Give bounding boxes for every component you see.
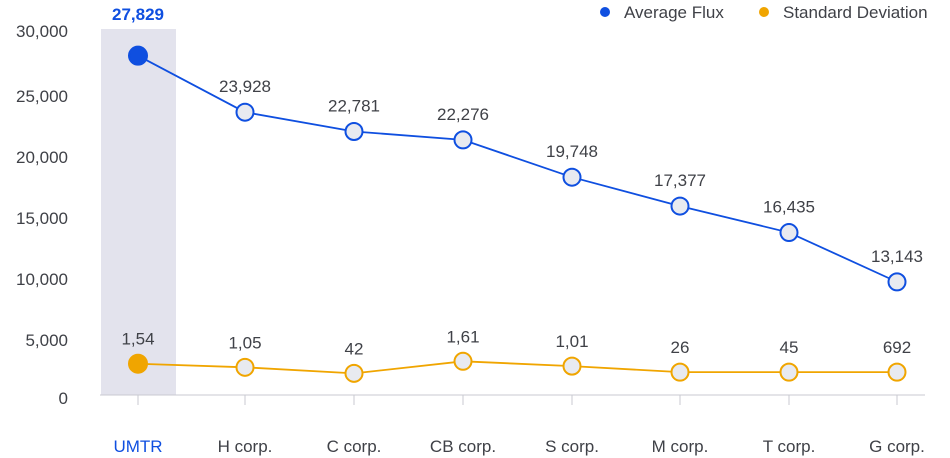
- data-point[interactable]: [670, 196, 690, 216]
- data-point[interactable]: [128, 353, 148, 374]
- data-label: 16,435: [763, 198, 815, 217]
- y-tick-label: 25,000: [16, 87, 68, 106]
- data-point[interactable]: [562, 167, 582, 187]
- x-tick-label: CB corp.: [430, 437, 496, 456]
- data-point[interactable]: [344, 363, 364, 383]
- data-point[interactable]: [887, 362, 907, 382]
- data-label: 1,05: [228, 333, 261, 352]
- series-line: [137, 360, 897, 375]
- y-tick-label: 20,000: [16, 148, 68, 167]
- data-label: 13,143: [871, 247, 923, 266]
- data-point[interactable]: [562, 356, 582, 376]
- data-label: 23,928: [219, 77, 271, 96]
- data-point[interactable]: [670, 362, 690, 382]
- data-label: 1,54: [121, 330, 154, 349]
- x-tick-label: G corp.: [869, 437, 925, 456]
- legend-label[interactable]: Standard Deviation: [783, 3, 928, 22]
- data-point[interactable]: [779, 223, 799, 243]
- data-label: 42: [345, 339, 364, 358]
- data-label: 1,01: [555, 332, 588, 351]
- x-tick-label: H corp.: [218, 437, 273, 456]
- data-label: 1,61: [446, 327, 479, 346]
- data-point[interactable]: [235, 357, 255, 377]
- series-lines: [137, 54, 898, 375]
- data-label: 22,781: [328, 96, 380, 115]
- data-label: 22,276: [437, 105, 489, 124]
- y-axis: 30,000 25,000 20,000 15,000 10,000 5,000 0: [16, 22, 68, 408]
- x-tick-label: UMTR: [113, 437, 162, 456]
- x-tick-label: S corp.: [545, 437, 599, 456]
- legend-marker: [759, 7, 769, 17]
- data-label: 19,748: [546, 142, 598, 161]
- y-tick-label: 30,000: [16, 22, 68, 41]
- data-point[interactable]: [344, 121, 364, 141]
- data-point[interactable]: [128, 45, 148, 66]
- data-label: 17,377: [654, 171, 706, 190]
- data-label: 692: [883, 338, 911, 357]
- data-label: 27,829: [112, 5, 164, 24]
- data-label: 45: [780, 338, 799, 357]
- legend[interactable]: Average Flux Standard Deviation: [600, 3, 928, 22]
- series-line: [137, 54, 898, 283]
- data-point[interactable]: [779, 362, 799, 382]
- y-tick-label: 10,000: [16, 270, 68, 289]
- y-tick-label: 5,000: [25, 331, 68, 350]
- x-tick-label: T corp.: [763, 437, 816, 456]
- x-axis: UMTR H corp. C corp. CB corp. S corp. M corp.…: [113, 395, 925, 456]
- data-point[interactable]: [235, 102, 255, 122]
- data-point[interactable]: [887, 272, 907, 292]
- x-tick-label: C corp.: [327, 437, 382, 456]
- data-label: 26: [671, 338, 690, 357]
- legend-marker: [600, 7, 610, 17]
- series-points: [128, 45, 907, 383]
- legend-label[interactable]: Average Flux: [624, 3, 724, 22]
- data-point[interactable]: [453, 130, 473, 150]
- data-point[interactable]: [453, 351, 473, 371]
- x-tick-label: M corp.: [652, 437, 709, 456]
- data-labels: 27,829 23,928 22,781 22,276 19,748 17,377 16,4…: [112, 5, 923, 358]
- y-tick-label: 15,000: [16, 209, 68, 228]
- y-tick-label: 0: [59, 389, 68, 408]
- highlight-band: [101, 29, 176, 395]
